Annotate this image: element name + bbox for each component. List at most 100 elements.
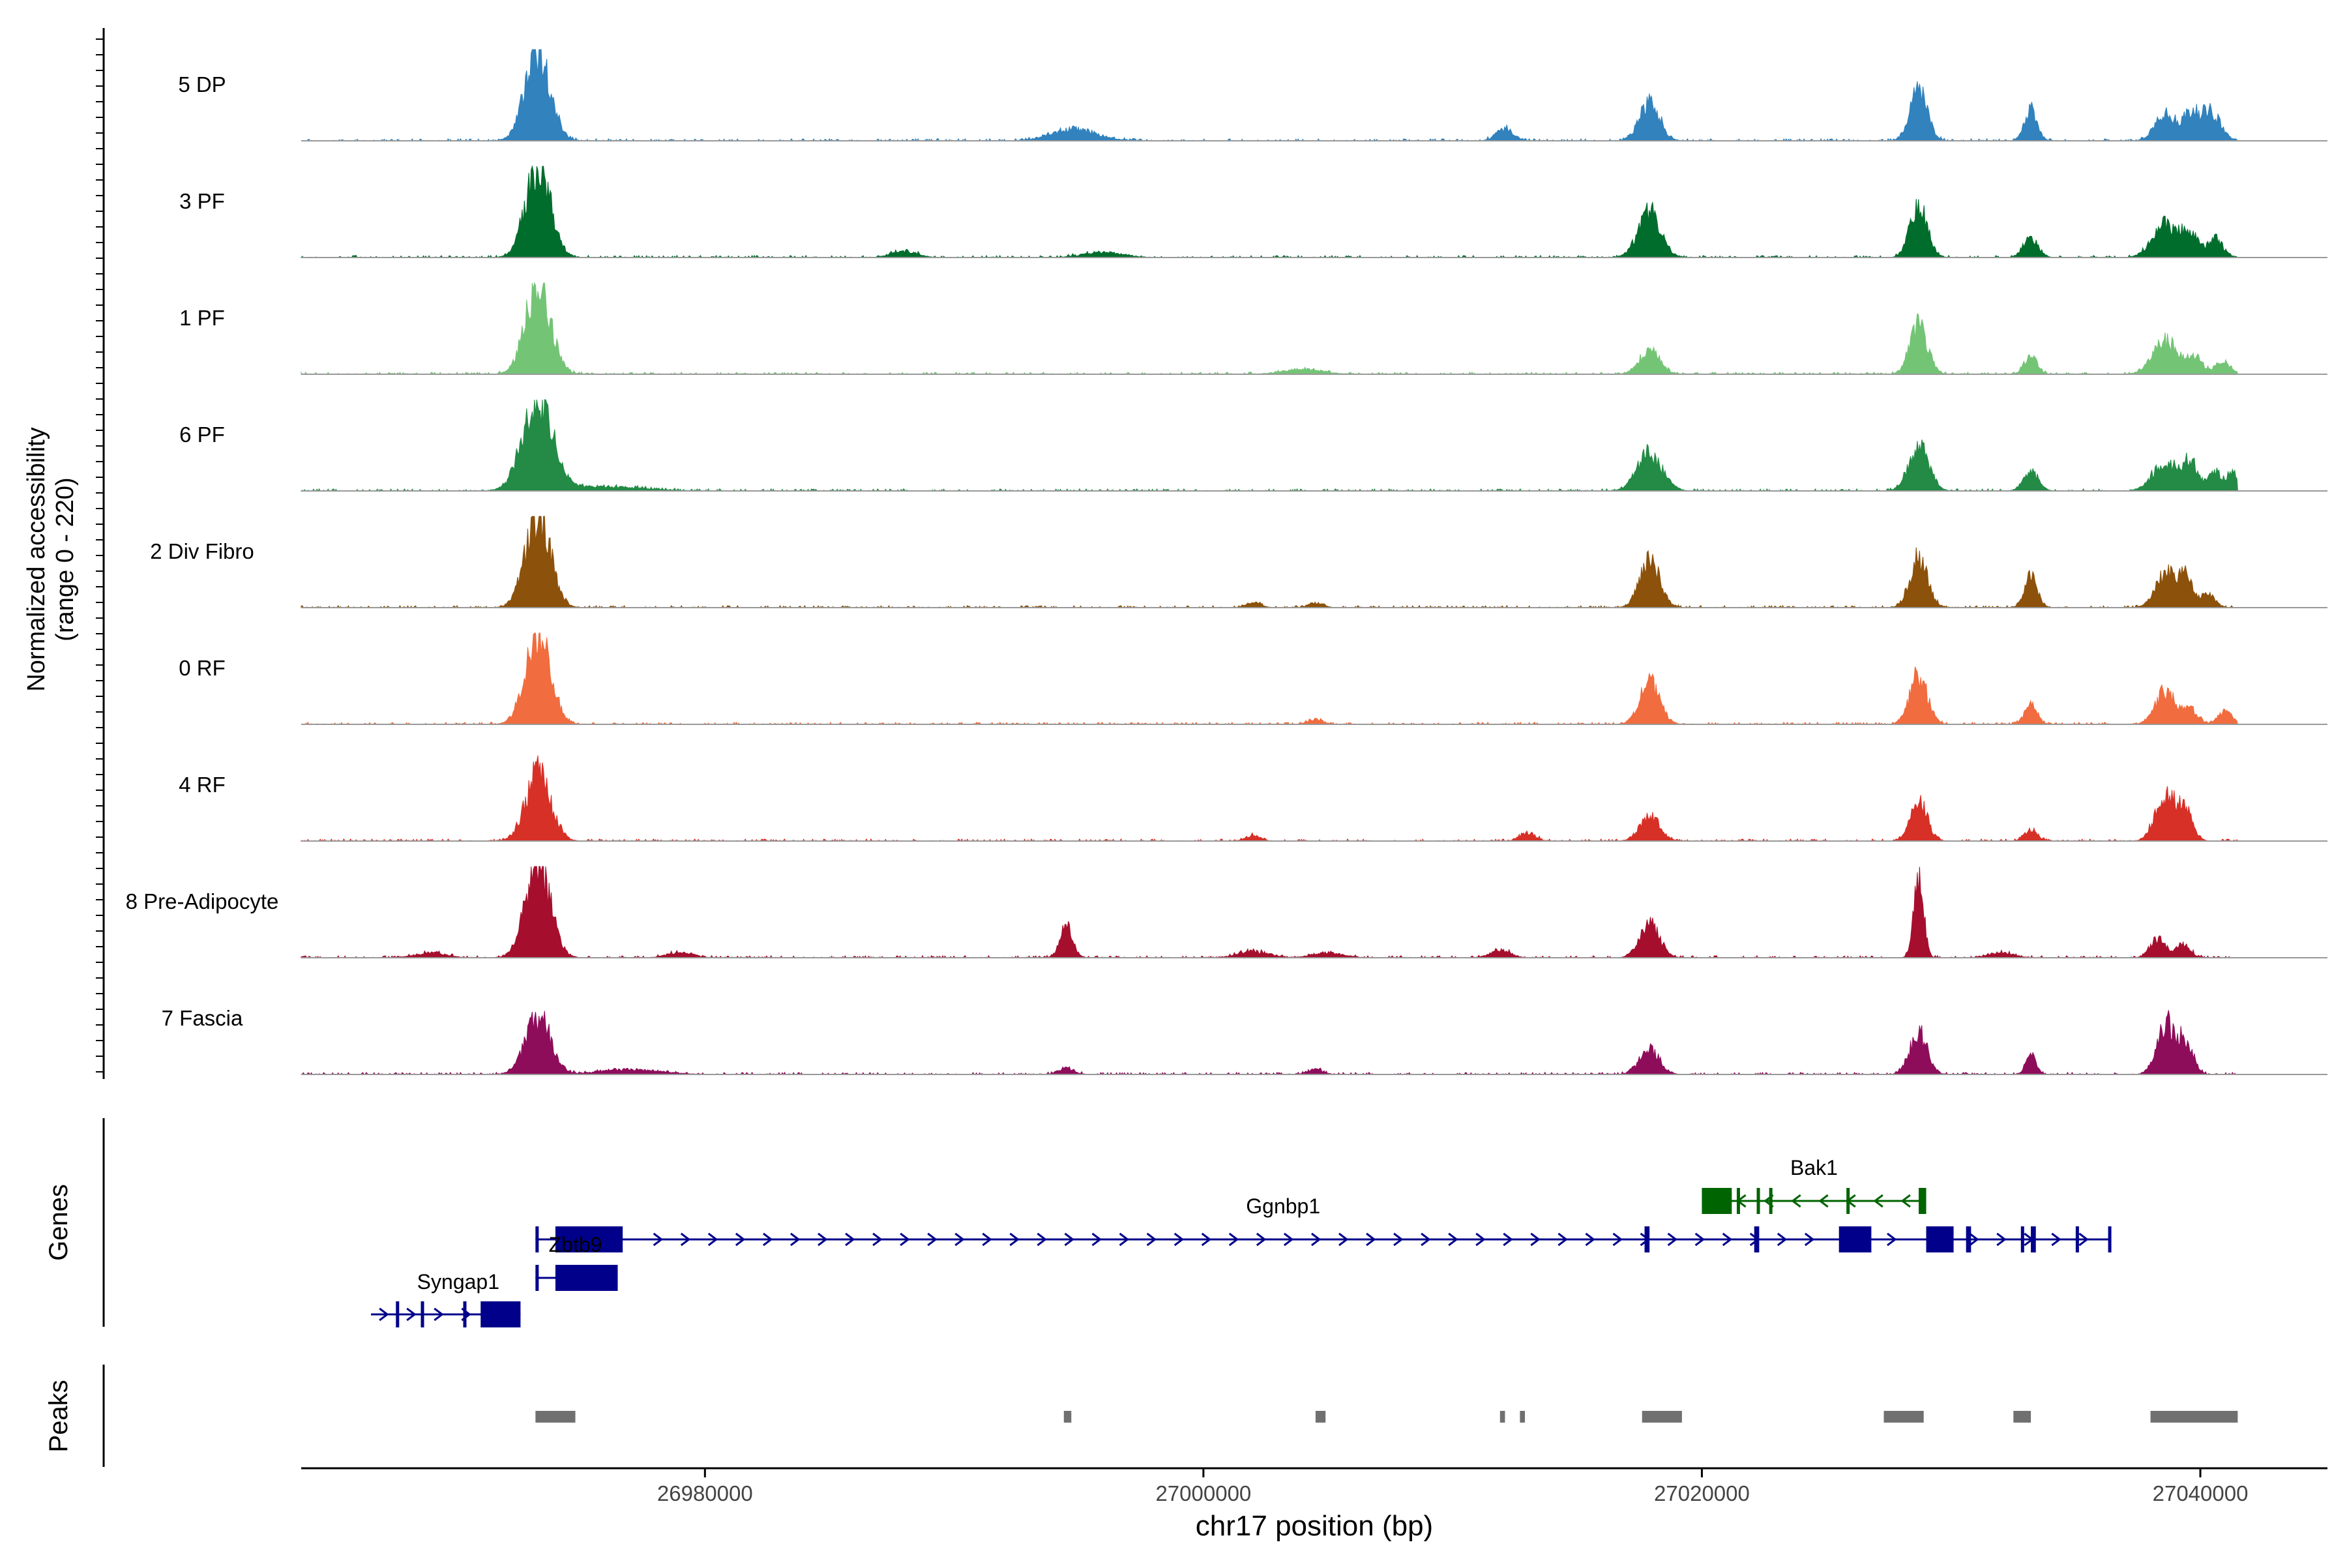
strand-chevron	[1873, 1194, 1883, 1208]
strand-chevron	[1791, 1194, 1801, 1208]
strand-chevron	[900, 1232, 910, 1247]
coverage-area	[301, 632, 2239, 726]
coverage-area	[301, 49, 2239, 141]
strand-chevron	[1722, 1232, 1733, 1247]
gene-exon	[1919, 1188, 1926, 1214]
x-tick-label: 27020000	[1654, 1481, 1750, 1505]
strand-chevron	[1475, 1232, 1486, 1247]
strand-chevron	[1201, 1232, 1212, 1247]
coverage-area	[301, 755, 2239, 842]
peak-region	[2150, 1411, 2238, 1423]
gene-exon	[555, 1226, 623, 1252]
peak-region	[535, 1411, 576, 1423]
peak-region	[1315, 1411, 1326, 1423]
strand-chevron	[735, 1232, 746, 1247]
gene-exon	[535, 1265, 539, 1291]
strand-chevron	[653, 1232, 664, 1247]
strand-chevron	[818, 1232, 828, 1247]
strand-chevron	[1256, 1232, 1267, 1247]
track-label: 5 DP	[178, 72, 226, 96]
track: 0 RF	[179, 632, 2327, 726]
genes-panel-label: Genes	[44, 1184, 73, 1261]
strand-chevron	[1146, 1232, 1157, 1247]
strand-chevron	[1119, 1232, 1130, 1247]
gene-label: Syngap1	[417, 1270, 499, 1294]
strand-chevron	[1283, 1232, 1294, 1247]
x-tick-label: 27040000	[2153, 1481, 2249, 1505]
track: 6 PF	[179, 399, 2327, 492]
track: 8 Pre-Adipocyte	[126, 866, 2327, 958]
gene-label: Ggnbp1	[1246, 1194, 1320, 1218]
track: 1 PF	[179, 282, 2327, 376]
peak-region	[1499, 1411, 1505, 1423]
strand-chevron	[406, 1307, 417, 1322]
gene-exon	[1736, 1188, 1740, 1214]
strand-chevron	[982, 1232, 992, 1247]
strand-chevron	[927, 1232, 937, 1247]
strand-chevron	[1064, 1232, 1074, 1247]
gene-exon	[1756, 1188, 1760, 1214]
strand-chevron	[1818, 1194, 1829, 1208]
gene-syngap1: Syngap1	[371, 1270, 521, 1327]
gene-exon	[1644, 1226, 1650, 1252]
strand-chevron	[1448, 1232, 1458, 1247]
strand-chevron	[1777, 1232, 1788, 1247]
coverage-area	[301, 1010, 2238, 1075]
track: 3 PF	[179, 165, 2327, 259]
gene-exon	[555, 1265, 618, 1291]
x-tick-label: 27000000	[1155, 1481, 1251, 1505]
peak-region	[1063, 1411, 1072, 1423]
strand-chevron	[1393, 1232, 1404, 1247]
strand-chevron	[762, 1232, 773, 1247]
track-label: 8 Pre-Adipocyte	[126, 889, 279, 913]
gene-exon	[1702, 1188, 1732, 1214]
peak-region	[2013, 1411, 2031, 1423]
track-label: 4 RF	[179, 773, 226, 797]
gene-bak1: Bak1	[1702, 1156, 1926, 1214]
coverage-tracks: 5 DP 3 PF 1 PF 6 PF 2 Div Fibro 0 RF 4 RF 8 Pre…	[126, 49, 2327, 1075]
gene-exon	[535, 1226, 539, 1252]
strand-chevron	[1037, 1232, 1047, 1247]
gene-ggnbp1: Ggnbp1	[535, 1194, 2112, 1252]
strand-chevron	[1228, 1232, 1239, 1247]
track-label: 0 RF	[179, 656, 226, 680]
strand-chevron	[1969, 1232, 1979, 1247]
strand-chevron	[1311, 1232, 1321, 1247]
strand-chevron	[434, 1307, 444, 1322]
gene-exon	[1838, 1226, 1872, 1252]
strand-chevron	[845, 1232, 855, 1247]
strand-chevron	[1996, 1232, 2007, 1247]
strand-chevron	[954, 1232, 965, 1247]
x-axis-title: chr17 position (bp)	[1196, 1510, 1433, 1542]
peak-region	[1520, 1411, 1526, 1423]
gene-exon	[2108, 1226, 2112, 1252]
strand-chevron	[707, 1232, 718, 1247]
y-axis-label: Normalized accessibility (range 0 - 220)	[23, 427, 79, 691]
strand-chevron	[1612, 1232, 1623, 1247]
strand-chevron	[1804, 1232, 1815, 1247]
genes-panel: Genes Bak1 Ggnbp1 Zbtb9 Syngap1	[44, 1118, 2112, 1327]
strand-chevron	[1557, 1232, 1568, 1247]
gene-exon	[1769, 1188, 1773, 1214]
y-axis-label-line2: (range 0 - 220)	[52, 477, 79, 641]
coverage-area	[300, 399, 2238, 492]
track: 5 DP	[178, 49, 2327, 141]
x-axis-ticks: 26980000 27000000 27020000 27040000	[657, 1468, 2249, 1505]
strand-chevron	[1174, 1232, 1185, 1247]
gene-exon	[480, 1301, 521, 1327]
track-label: 1 PF	[179, 306, 225, 330]
track: 7 Fascia	[162, 1006, 2327, 1075]
peaks-panel: Peaks	[44, 1365, 2238, 1467]
y-axis-label-line1: Normalized accessibility	[23, 427, 50, 691]
gene-exon	[1846, 1188, 1850, 1214]
strand-chevron	[2051, 1232, 2061, 1247]
strand-chevron	[1091, 1232, 1102, 1247]
strand-chevron	[379, 1307, 389, 1322]
strand-chevron	[1585, 1232, 1595, 1247]
strand-chevron	[872, 1232, 883, 1247]
strand-chevron	[1338, 1232, 1349, 1247]
strand-chevron	[1530, 1232, 1541, 1247]
strand-chevron	[1900, 1194, 1911, 1208]
